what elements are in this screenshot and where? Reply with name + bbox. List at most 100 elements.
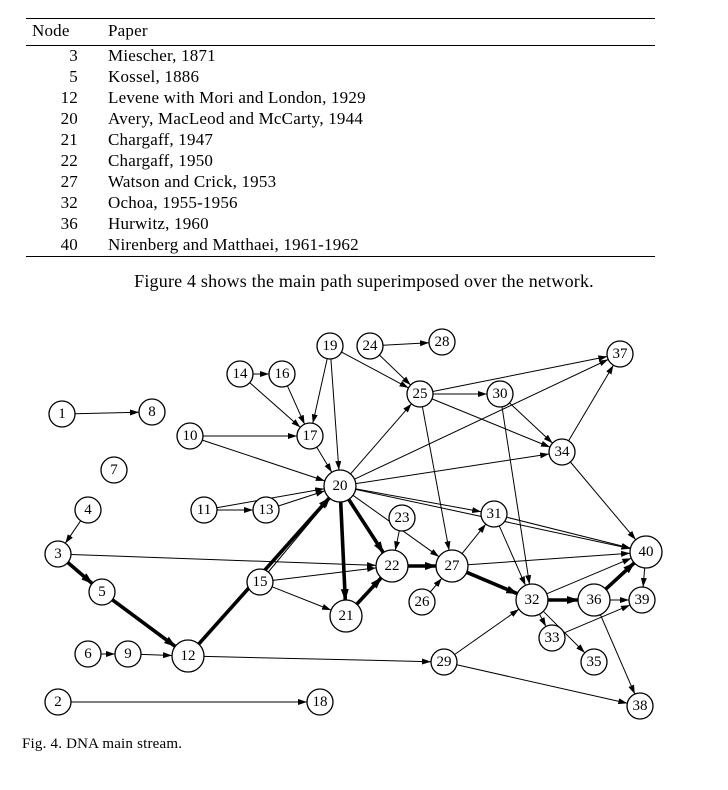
graph-node-label: 10	[183, 428, 198, 444]
table-row: 27Watson and Crick, 1953	[26, 172, 655, 193]
table-row: 21Chargaff, 1947	[26, 130, 655, 151]
graph-node-label: 40	[639, 544, 654, 560]
edge	[349, 499, 384, 552]
edge	[570, 462, 635, 540]
graph-node-label: 26	[415, 594, 431, 610]
graph-node-label: 17	[303, 428, 319, 444]
table-row: 40Nirenberg and Matthaei, 1961-1962	[26, 235, 655, 257]
graph-node-label: 1	[58, 406, 66, 422]
intro-line: Figure 4 shows the main path superimpose…	[22, 271, 706, 292]
graph-node-label: 25	[413, 386, 428, 402]
edge	[331, 359, 339, 470]
edge	[75, 412, 139, 413]
graph-node-label: 9	[124, 646, 132, 662]
cell-paper: Avery, MacLeod and McCarty, 1944	[102, 109, 655, 130]
graph-node-label: 36	[587, 592, 603, 608]
graph-node-label: 7	[110, 462, 118, 478]
table-row: 22Chargaff, 1950	[26, 151, 655, 172]
cell-node: 5	[26, 67, 102, 88]
cell-node: 22	[26, 151, 102, 172]
graph-node-label: 30	[493, 386, 508, 402]
edge	[643, 568, 645, 587]
edge	[317, 447, 332, 472]
edge	[357, 578, 381, 604]
graph-node-label: 18	[313, 694, 328, 710]
cell-node: 32	[26, 193, 102, 214]
graph-node-label: 37	[613, 346, 629, 362]
edge	[507, 517, 631, 548]
edge	[430, 578, 442, 592]
table-row: 20Avery, MacLeod and McCarty, 1944	[26, 109, 655, 130]
table-row: 5Kossel, 1886	[26, 67, 655, 88]
graph-node-label: 13	[259, 502, 274, 518]
cell-paper: Miescher, 1871	[102, 46, 655, 68]
graph-node-label: 35	[587, 654, 602, 670]
graph-node-label: 39	[635, 592, 650, 608]
edge	[356, 489, 482, 512]
network-figure: 1234567891011121314151617181920212223242…	[22, 302, 706, 732]
graph-node-label: 2	[54, 694, 62, 710]
edge	[351, 404, 412, 474]
edge	[341, 502, 346, 600]
node-paper-table: Node Paper 3Miescher, 18715Kossel, 18861…	[26, 18, 655, 257]
table-row: 32Ochoa, 1955-1956	[26, 193, 655, 214]
cell-paper: Watson and Crick, 1953	[102, 172, 655, 193]
edge	[204, 656, 431, 661]
graph-node-label: 34	[555, 444, 571, 460]
cell-node: 12	[26, 88, 102, 109]
edge	[313, 359, 327, 424]
edge	[600, 615, 634, 694]
graph-node-label: 22	[385, 558, 400, 574]
edge	[68, 563, 92, 584]
edge	[356, 454, 549, 484]
graph-node-label: 32	[525, 592, 540, 608]
edge	[422, 407, 449, 551]
table-row: 12Levene with Mori and London, 1929	[26, 88, 655, 109]
graph-node-label: 11	[197, 502, 211, 518]
cell-node: 3	[26, 46, 102, 68]
graph-node-label: 20	[333, 478, 348, 494]
graph-node-label: 8	[148, 404, 156, 420]
graph-node-label: 6	[84, 646, 92, 662]
edge	[432, 399, 550, 447]
edge	[65, 521, 80, 544]
edge	[468, 553, 630, 565]
cell-paper: Hurwitz, 1960	[102, 214, 655, 235]
table-row: 36Hurwitz, 1960	[26, 214, 655, 235]
edge	[273, 568, 376, 581]
edge	[462, 524, 486, 554]
edge	[510, 403, 553, 443]
graph-node-label: 33	[545, 630, 560, 646]
graph-node-label: 12	[181, 648, 196, 664]
cell-paper: Ochoa, 1955-1956	[102, 193, 655, 214]
graph-node-label: 24	[363, 338, 379, 354]
edge	[71, 555, 376, 566]
edge	[455, 609, 519, 654]
cell-node: 21	[26, 130, 102, 151]
graph-node-label: 19	[323, 338, 338, 354]
graph-node-label: 21	[339, 608, 354, 624]
edge	[383, 343, 429, 346]
graph-node-label: 23	[395, 510, 410, 526]
graph-node-label: 16	[275, 366, 291, 382]
edge	[569, 365, 614, 441]
edge	[272, 587, 331, 610]
graph-node-label: 14	[233, 366, 249, 382]
cell-node: 36	[26, 214, 102, 235]
graph-node-label: 5	[98, 584, 106, 600]
graph-node-label: 27	[445, 558, 461, 574]
graph-node-label: 28	[435, 334, 450, 350]
graph-node-label: 15	[253, 574, 268, 590]
cell-node: 27	[26, 172, 102, 193]
edge	[112, 600, 175, 647]
col-paper: Paper	[102, 19, 655, 46]
network-svg: 1234567891011121314151617181920212223242…	[22, 302, 706, 732]
figure-caption: Fig. 4. DNA main stream.	[22, 736, 706, 753]
cell-node: 40	[26, 235, 102, 257]
edge	[395, 531, 399, 551]
graph-node-label: 38	[633, 698, 648, 714]
cell-paper: Chargaff, 1947	[102, 130, 655, 151]
edge	[540, 614, 546, 626]
edge	[141, 654, 172, 655]
cell-paper: Kossel, 1886	[102, 67, 655, 88]
